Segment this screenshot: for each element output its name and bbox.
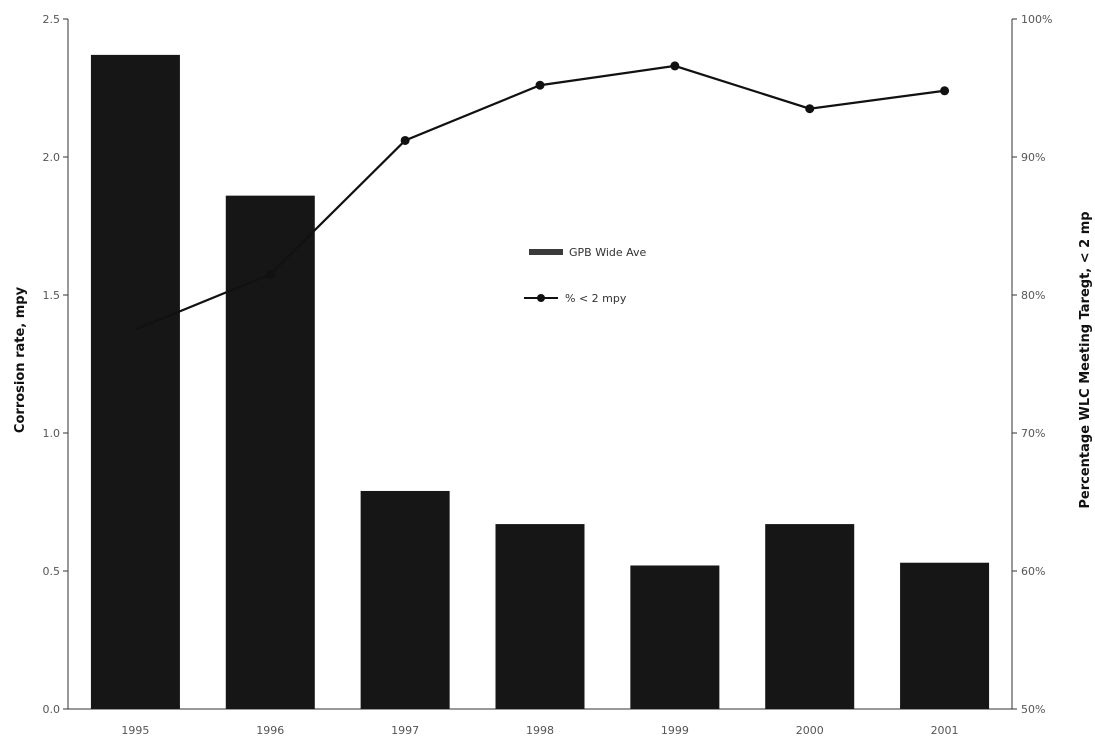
bar	[900, 562, 990, 709]
x-tick-label: 2000	[796, 724, 824, 737]
line-point	[265, 269, 275, 279]
y-tick-label: 0.5	[43, 565, 61, 578]
y2-tick-label: 60%	[1021, 565, 1045, 578]
y2-tick-label: 70%	[1021, 427, 1045, 440]
legend-line-label: % < 2 mpy	[565, 292, 627, 305]
y2-axis-title: Percentage WLC Meeting Taregt, < 2 mp	[1078, 211, 1093, 508]
bar	[225, 195, 315, 709]
bar	[90, 54, 180, 709]
line-point	[805, 104, 815, 114]
y2-tick-label: 80%	[1021, 289, 1045, 302]
bar	[360, 490, 450, 709]
x-tick-label: 1999	[661, 724, 689, 737]
line-series	[135, 61, 950, 331]
line-point	[535, 80, 545, 90]
bar	[630, 565, 720, 709]
line-point	[400, 135, 410, 145]
legend-bar-swatch	[529, 249, 563, 255]
y2-tick-label: 100%	[1021, 13, 1052, 26]
x-tick-label: 2001	[931, 724, 959, 737]
line-point	[940, 86, 950, 96]
y-tick-label: 0.0	[43, 703, 61, 716]
x-tick-label: 1997	[391, 724, 419, 737]
x-tick-label: 1998	[526, 724, 554, 737]
tick-labels: 0.0 0.5 1.0 1.5 2.0 2.5 50% 60% 70% 80% 90% 100% 199…	[43, 13, 1053, 737]
y-tick-label: 1.5	[43, 289, 61, 302]
y2-tick-label: 90%	[1021, 151, 1045, 164]
y-tick-label: 1.0	[43, 427, 61, 440]
bar	[765, 524, 855, 709]
legend-bar-label: GPB Wide Ave	[569, 246, 647, 259]
y2-tick-label: 50%	[1021, 703, 1045, 716]
y-tick-label: 2.0	[43, 151, 61, 164]
bar	[495, 524, 585, 709]
legend: GPB Wide Ave % < 2 mpy	[524, 246, 647, 305]
x-tick-label: 1996	[256, 724, 284, 737]
x-tick-label: 1995	[121, 724, 149, 737]
bars	[90, 54, 990, 709]
y-axis-title: Corrosion rate, mpy	[13, 286, 28, 433]
line-point	[670, 61, 680, 71]
y-tick-label: 2.5	[43, 13, 61, 26]
legend-line-marker	[537, 294, 545, 302]
